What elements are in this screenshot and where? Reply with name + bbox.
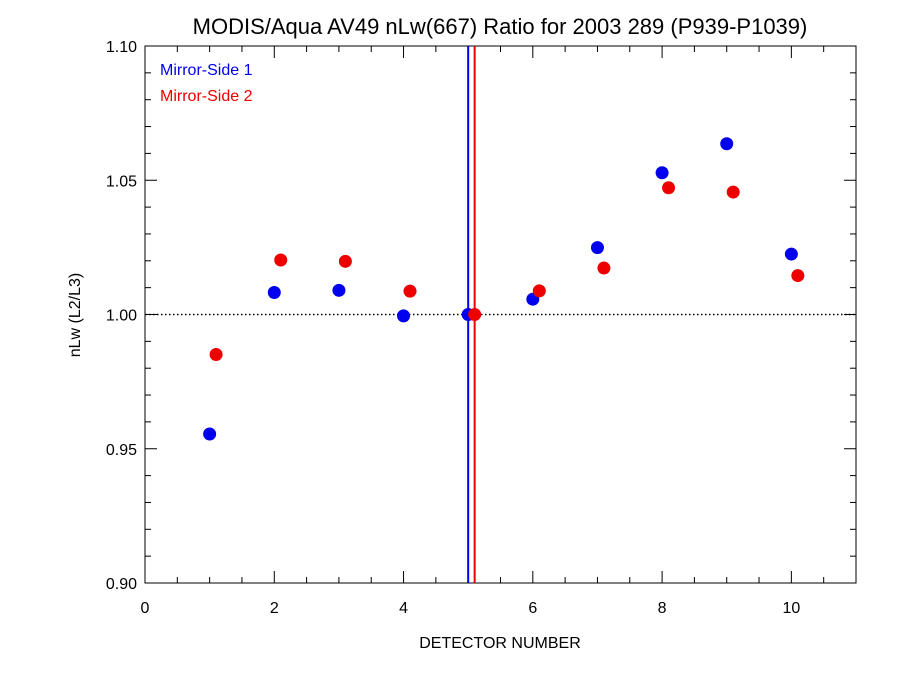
legend-entry: Mirror-Side 2 — [160, 88, 253, 105]
data-point-series-1 — [720, 137, 734, 151]
data-point-series-2 — [597, 261, 611, 275]
data-point-series-2 — [338, 254, 352, 268]
x-tick-label: 6 — [528, 600, 537, 617]
x-tick-label: 4 — [399, 600, 408, 617]
y-tick-label: 1.10 — [106, 39, 137, 56]
x-tick-label: 2 — [270, 600, 279, 617]
y-axis-label: nLw (L2/L3) — [67, 273, 84, 358]
data-point-series-2 — [209, 348, 223, 362]
y-tick-label: 0.95 — [106, 442, 137, 459]
data-point-series-1 — [590, 241, 604, 255]
data-point-series-2 — [274, 253, 288, 267]
data-point-series-1 — [784, 247, 798, 261]
data-point-series-2 — [468, 308, 482, 321]
x-tick-label: 10 — [782, 600, 800, 617]
data-marks — [203, 46, 805, 583]
data-point-series-1 — [267, 285, 281, 299]
data-point-series-2 — [532, 284, 546, 298]
y-tick-label: 1.00 — [106, 308, 137, 325]
y-tick-label: 1.05 — [106, 173, 137, 190]
axis-ticks: 0 2 4 6 8 10 0.90 0.95 1.00 1.05 1.10 — [106, 39, 857, 617]
data-point-series-2 — [403, 284, 417, 298]
x-axis-label: DETECTOR NUMBER — [419, 635, 581, 652]
data-point-series-2 — [726, 185, 740, 199]
data-point-series-1 — [655, 166, 669, 180]
data-point-series-1 — [332, 283, 346, 297]
data-point-series-1 — [203, 427, 217, 441]
legend: Mirror-Side 1 Mirror-Side 2 — [160, 62, 253, 105]
legend-entry: Mirror-Side 1 — [160, 62, 253, 79]
x-tick-label: 0 — [141, 600, 150, 617]
plot-area — [144, 45, 857, 584]
chart-title: MODIS/Aqua AV49 nLw(667) Ratio for 2003 … — [193, 14, 808, 39]
x-tick-label: 8 — [658, 600, 667, 617]
data-point-series-2 — [662, 181, 676, 195]
data-point-series-2 — [791, 269, 805, 283]
y-tick-label: 0.90 — [106, 576, 137, 593]
data-point-series-1 — [397, 309, 411, 323]
